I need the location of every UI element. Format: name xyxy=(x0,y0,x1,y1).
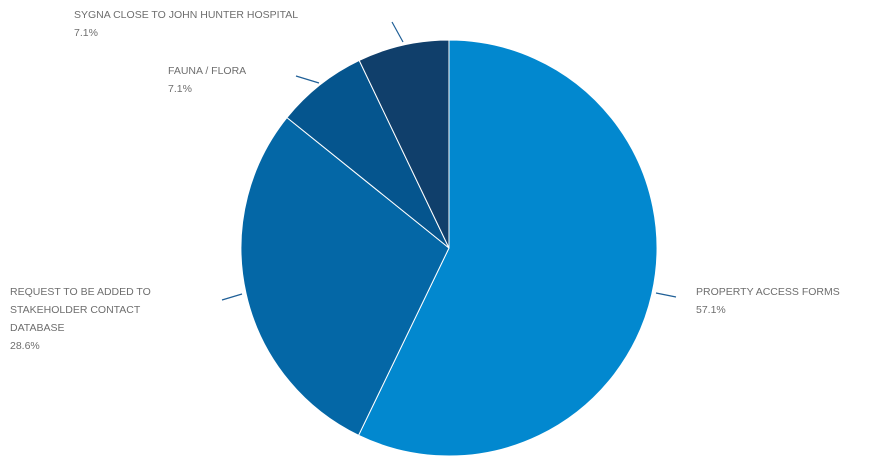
slice-label-1-line-2: DATABASE xyxy=(10,322,64,334)
slice-percent-label-3: 7.1% xyxy=(74,27,98,39)
leader-line-0 xyxy=(655,292,677,298)
slice-label-1-line-0: REQUEST TO BE ADDED TO xyxy=(10,286,151,298)
pie-slice-3[interactable] xyxy=(358,39,450,249)
slice-percent-label-1: 28.6% xyxy=(10,340,40,352)
leader-line-1 xyxy=(221,293,243,301)
leader-line-3 xyxy=(391,21,404,43)
slice-percent-label-0: 57.1% xyxy=(696,304,726,316)
leader-line-2 xyxy=(295,75,320,84)
slice-percent-label-2: 7.1% xyxy=(168,83,192,95)
pie-slice-0[interactable] xyxy=(357,39,658,457)
slice-label-0-line-0: PROPERTY ACCESS FORMS xyxy=(696,286,840,298)
pie-slice-1[interactable] xyxy=(240,116,450,436)
slice-label-3-line-0: SYGNA CLOSE TO JOHN HUNTER HOSPITAL xyxy=(74,9,298,21)
slice-label-1-line-1: STAKEHOLDER CONTACT xyxy=(10,304,141,316)
slice-label-2-line-0: FAUNA / FLORA xyxy=(168,65,246,77)
